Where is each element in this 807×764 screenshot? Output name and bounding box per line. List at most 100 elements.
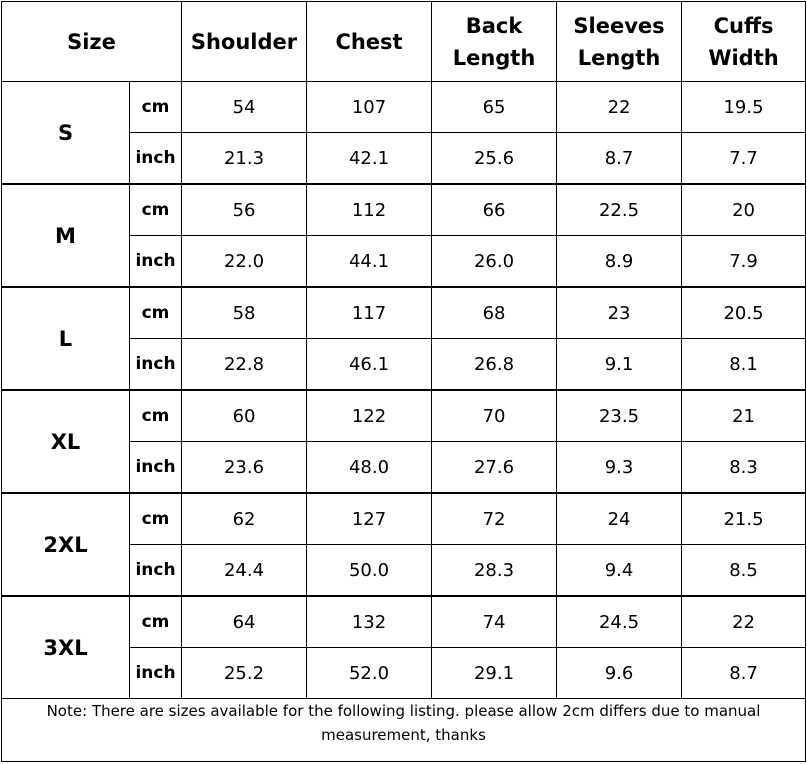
header-back-length: Back Length bbox=[431, 1, 558, 82]
unit-label: cm bbox=[128, 81, 183, 133]
unit-label: cm bbox=[128, 492, 183, 545]
back-length-cm-value: 65 bbox=[431, 81, 558, 133]
header-back-length-line1: Back bbox=[465, 13, 523, 38]
cuffs-width-cm-value: 21.5 bbox=[681, 492, 807, 545]
shoulder-cm-value: 60 bbox=[181, 389, 308, 442]
cuffs-width-inch-value: 7.9 bbox=[681, 235, 807, 288]
cuffs-width-inch-value: 7.7 bbox=[681, 132, 807, 185]
header-sleeves-length-line1: Sleeves bbox=[573, 13, 665, 38]
table-row: inch 23.6 48.0 27.6 9.3 8.3 bbox=[2, 441, 807, 494]
cuffs-width-cm-value: 19.5 bbox=[681, 81, 807, 133]
header-cuffs-width: Cuffs Width bbox=[681, 1, 807, 82]
sleeves-length-inch-value: 9.4 bbox=[556, 544, 683, 597]
shoulder-inch-value: 24.4 bbox=[181, 544, 308, 597]
unit-label: inch bbox=[128, 338, 183, 391]
size-label: 3XL bbox=[1, 595, 130, 699]
sleeves-length-cm-value: 24.5 bbox=[556, 595, 683, 648]
back-length-cm-value: 70 bbox=[431, 389, 558, 442]
unit-label: cm bbox=[128, 183, 183, 236]
table-row: inch 22.8 46.1 26.8 9.1 8.1 bbox=[2, 338, 807, 391]
header-row: Size Shoulder Chest Back Length Sleeves … bbox=[0, 1, 807, 82]
chest-inch-value: 50.0 bbox=[306, 544, 433, 597]
cuffs-width-inch-value: 8.5 bbox=[681, 544, 807, 597]
header-sleeves-length: Sleeves Length bbox=[556, 1, 683, 82]
shoulder-inch-value: 22.8 bbox=[181, 338, 308, 391]
table-row: XL cm 60 122 70 23.5 21 bbox=[1, 389, 807, 494]
chest-cm-value: 107 bbox=[306, 81, 433, 133]
size-table: Size Shoulder Chest Back Length Sleeves … bbox=[0, 1, 807, 699]
sleeves-length-cm-value: 22 bbox=[556, 81, 683, 133]
header-size: Size bbox=[0, 1, 183, 82]
table-row: 2XL cm 62 127 72 24 21.5 bbox=[1, 492, 807, 597]
chest-inch-value: 44.1 bbox=[306, 235, 433, 288]
cuffs-width-inch-value: 8.1 bbox=[681, 338, 807, 391]
table-row: inch 21.3 42.1 25.6 8.7 7.7 bbox=[2, 132, 807, 185]
header-sleeves-length-line2: Length bbox=[577, 45, 661, 70]
unit-label: inch bbox=[128, 235, 183, 288]
header-chest: Chest bbox=[306, 1, 433, 82]
chest-cm-value: 117 bbox=[306, 286, 433, 339]
header-back-length-line2: Length bbox=[452, 45, 536, 70]
cuffs-width-cm-value: 20.5 bbox=[681, 286, 807, 339]
back-length-cm-value: 72 bbox=[431, 492, 558, 545]
chest-cm-value: 122 bbox=[306, 389, 433, 442]
shoulder-inch-value: 21.3 bbox=[181, 132, 308, 185]
sleeves-length-cm-value: 24 bbox=[556, 492, 683, 545]
sleeves-length-inch-value: 9.1 bbox=[556, 338, 683, 391]
back-length-inch-value: 27.6 bbox=[431, 441, 558, 494]
chest-inch-value: 48.0 bbox=[306, 441, 433, 494]
table-row: inch 22.0 44.1 26.0 8.9 7.9 bbox=[2, 235, 807, 288]
cuffs-width-inch-value: 8.7 bbox=[681, 647, 807, 699]
chest-inch-value: 46.1 bbox=[306, 338, 433, 391]
shoulder-inch-value: 23.6 bbox=[181, 441, 308, 494]
header-shoulder: Shoulder bbox=[181, 1, 308, 82]
sleeves-length-cm-value: 23.5 bbox=[556, 389, 683, 442]
table-row: inch 25.2 52.0 29.1 9.6 8.7 bbox=[2, 647, 807, 699]
back-length-cm-value: 68 bbox=[431, 286, 558, 339]
sleeves-length-inch-value: 8.7 bbox=[556, 132, 683, 185]
back-length-inch-value: 29.1 bbox=[431, 647, 558, 699]
back-length-inch-value: 28.3 bbox=[431, 544, 558, 597]
size-label: S bbox=[1, 81, 130, 185]
sleeves-length-inch-value: 9.6 bbox=[556, 647, 683, 699]
chest-cm-value: 132 bbox=[306, 595, 433, 648]
shoulder-cm-value: 64 bbox=[181, 595, 308, 648]
back-length-inch-value: 25.6 bbox=[431, 132, 558, 185]
shoulder-cm-value: 54 bbox=[181, 81, 308, 133]
size-label: M bbox=[1, 183, 130, 288]
unit-label: inch bbox=[128, 132, 183, 185]
unit-label: cm bbox=[128, 389, 183, 442]
sleeves-length-cm-value: 22.5 bbox=[556, 183, 683, 236]
cuffs-width-cm-value: 20 bbox=[681, 183, 807, 236]
back-length-cm-value: 66 bbox=[431, 183, 558, 236]
sleeves-length-cm-value: 23 bbox=[556, 286, 683, 339]
back-length-inch-value: 26.0 bbox=[431, 235, 558, 288]
cuffs-width-cm-value: 21 bbox=[681, 389, 807, 442]
unit-label: cm bbox=[128, 595, 183, 648]
table-row: inch 24.4 50.0 28.3 9.4 8.5 bbox=[2, 544, 807, 597]
chest-cm-value: 127 bbox=[306, 492, 433, 545]
header-cuffs-width-line2: Width bbox=[708, 45, 779, 70]
unit-label: inch bbox=[128, 441, 183, 494]
unit-label: inch bbox=[128, 544, 183, 597]
size-label: 2XL bbox=[1, 492, 130, 597]
unit-label: cm bbox=[128, 286, 183, 339]
size-label: L bbox=[1, 286, 130, 391]
sleeves-length-inch-value: 8.9 bbox=[556, 235, 683, 288]
shoulder-cm-value: 62 bbox=[181, 492, 308, 545]
shoulder-cm-value: 56 bbox=[181, 183, 308, 236]
table-row: 3XL cm 64 132 74 24.5 22 bbox=[1, 595, 807, 699]
chest-inch-value: 52.0 bbox=[306, 647, 433, 699]
measurement-note: Note: There are sizes available for the … bbox=[46, 702, 761, 744]
shoulder-inch-value: 22.0 bbox=[181, 235, 308, 288]
unit-label: inch bbox=[128, 647, 183, 699]
back-length-inch-value: 26.8 bbox=[431, 338, 558, 391]
chest-inch-value: 42.1 bbox=[306, 132, 433, 185]
header-cuffs-width-line1: Cuffs bbox=[713, 13, 774, 38]
size-label: XL bbox=[1, 389, 130, 494]
